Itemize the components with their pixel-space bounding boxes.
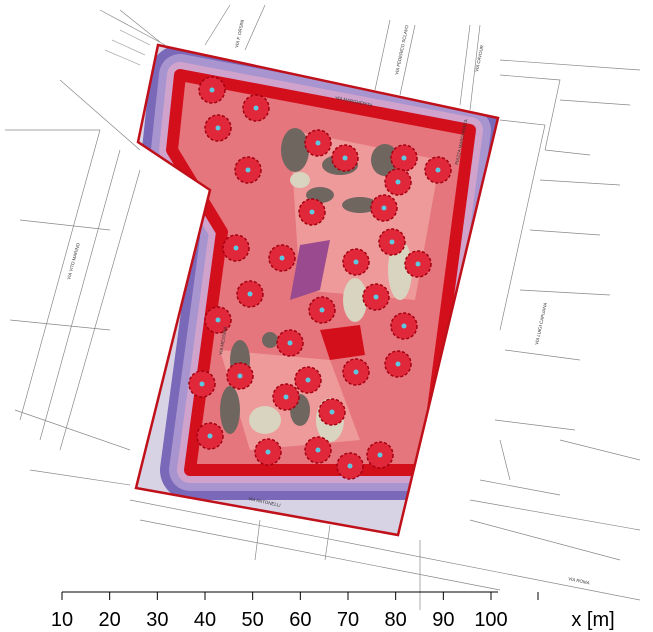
street-label: VIA VITO MARINO [66, 242, 81, 280]
street-label: VIA F. ORSINI [234, 19, 245, 48]
scale-tick-label: 90 [432, 609, 454, 631]
tree-center [320, 308, 325, 313]
tree-center [354, 260, 359, 265]
tree-center [396, 362, 401, 367]
tree-center [416, 262, 421, 267]
tree-center [284, 395, 289, 400]
scale-tick-label: 80 [385, 609, 407, 631]
scale-bar: x [m] 10 20 30 40 50 60 70 80 90 100 [51, 592, 615, 631]
tree-center [208, 434, 213, 439]
tree-center [374, 295, 379, 300]
street-label: VIA LUIGI CAPUANA [534, 302, 548, 345]
scale-tick-label: 30 [146, 609, 168, 631]
tree-center [238, 374, 243, 379]
street-label: VIA CAVOUR [474, 44, 485, 72]
tree-center [354, 370, 359, 375]
scale-tick-label: 10 [51, 609, 73, 631]
tree-center [216, 126, 221, 131]
tree-center [280, 256, 285, 261]
tree-center [382, 206, 387, 211]
scale-label: x [m] [571, 609, 614, 631]
tree-center [378, 453, 383, 458]
tree-center [200, 382, 205, 387]
tree-center [234, 246, 239, 251]
tree-center [436, 168, 441, 173]
tree-center [246, 168, 251, 173]
tree-center [216, 318, 221, 323]
tree-center [343, 156, 348, 161]
tree-center [254, 106, 259, 111]
tree-center [248, 292, 253, 297]
scale-tick-label: 50 [242, 609, 264, 631]
street-label: VIA ROMA [568, 576, 590, 585]
tree-center [288, 341, 293, 346]
scale-tick-label: 20 [99, 609, 121, 631]
map: VIA MARGHERITA PIAZZA MARGHERITA VIA CAV… [0, 0, 653, 632]
street-label: VIA FEDERICO SCLAVO [394, 24, 410, 75]
tree-center [396, 180, 401, 185]
tree-center [316, 141, 321, 146]
tree-center [210, 88, 215, 93]
tree-center [402, 324, 407, 329]
tree-center [306, 378, 311, 383]
tree-center [390, 240, 395, 245]
tree-center [348, 464, 353, 469]
scale-tick-label: 60 [289, 609, 311, 631]
tree-center [266, 450, 271, 455]
tree-center [330, 410, 335, 415]
scale-tick-label: 40 [194, 609, 216, 631]
tree-center [316, 448, 321, 453]
scale-tick-label: 70 [337, 609, 359, 631]
tree-center [310, 210, 315, 215]
scale-tick-label: 100 [474, 609, 507, 631]
tree-center [402, 156, 407, 161]
